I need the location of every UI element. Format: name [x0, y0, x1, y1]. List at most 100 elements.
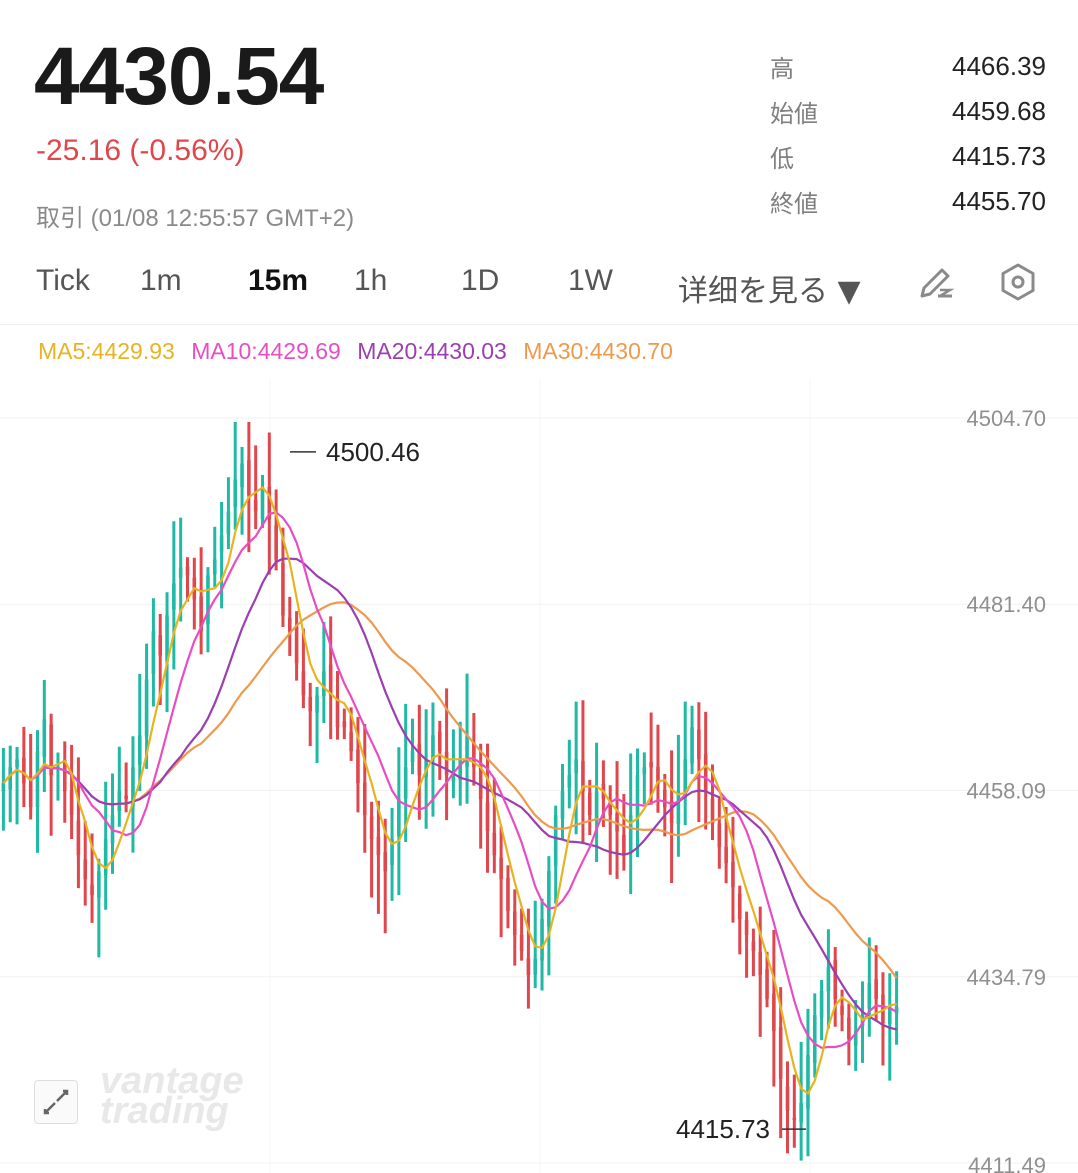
candle-body [840, 1005, 844, 1016]
candle-body [294, 626, 299, 664]
y-tick-label: 4458.09 [966, 779, 1046, 804]
candle-body [772, 993, 776, 1032]
timeframe-tabs: Tick 1m 15m 1h 1D 1W 详细を見る ▼ [0, 256, 1078, 316]
candle-body [383, 852, 388, 872]
candle-body [676, 791, 681, 825]
more-details-dropdown[interactable]: 详细を見る ▼ [678, 274, 861, 309]
candle-body [826, 967, 831, 992]
candle-body [649, 762, 653, 768]
candle-body [22, 757, 26, 784]
candle-body [642, 767, 647, 775]
ohlc-label: 高 [770, 55, 794, 83]
candle-body [247, 460, 251, 496]
current-price: 4430.54 [34, 31, 324, 122]
candle-body [260, 487, 265, 519]
y-tick-label: 4411.49 [968, 1153, 1046, 1173]
ohlc-value: 4466.39 [952, 51, 1046, 81]
candlestick-chart[interactable]: 4504.70 4481.40 4458.09 4434.79 4411.49 4500.… [0, 380, 1078, 1173]
tab-tick[interactable]: Tick [36, 264, 90, 297]
candle-body [42, 719, 47, 757]
candle-body [506, 878, 510, 912]
draw-pencil-icon[interactable] [916, 262, 956, 302]
candle-body [410, 751, 415, 763]
candle-body [328, 664, 333, 696]
candle-body [69, 790, 74, 816]
candle-body [881, 994, 885, 1024]
y-tick-label: 4434.79 [966, 965, 1046, 990]
ohlc-low: 低 4415.73 [770, 134, 1046, 179]
candle-body [62, 759, 67, 792]
candle-body [287, 617, 292, 632]
candle-body [233, 479, 238, 507]
ohlc-label: 低 [770, 145, 794, 173]
candle-body [137, 735, 142, 765]
candle-body [124, 795, 128, 800]
candle-body [158, 635, 163, 656]
ohlc-label: 終値 [770, 190, 818, 218]
candle-body [778, 1027, 783, 1079]
ma-legend: MA5:4429.93 MA10:4429.69 MA20:4430.03 MA… [38, 338, 683, 365]
candle-body [853, 1031, 858, 1046]
y-tick-label: 4504.70 [966, 406, 1046, 431]
ohlc-high: 高 4466.39 [770, 44, 1046, 89]
candle-body [526, 958, 531, 976]
candle-body [117, 791, 122, 812]
tab-1h[interactable]: 1h [354, 264, 388, 297]
candle-body [15, 759, 19, 768]
candle-body [458, 759, 463, 781]
price-change: -25.16 (-0.56%) [36, 134, 245, 167]
ohlc-label: 始値 [770, 100, 818, 128]
candle-body [83, 859, 88, 880]
tab-15m[interactable]: 15m [248, 264, 309, 297]
ohlc-close: 終値 4455.70 [770, 179, 1046, 224]
candle-body [799, 1102, 803, 1123]
candle-body [165, 615, 169, 662]
tab-1d[interactable]: 1D [461, 264, 500, 297]
candle-body [547, 871, 551, 927]
settings-hexagon-icon[interactable] [998, 262, 1038, 302]
ma20-label: MA20:4430.03 [357, 338, 507, 364]
y-tick-label: 4481.40 [966, 592, 1046, 617]
candle-body [185, 566, 190, 576]
candle-body [335, 699, 340, 728]
candle-body [485, 802, 490, 832]
candle-body [444, 751, 449, 776]
candle-body [301, 671, 306, 696]
trade-timestamp: 取引 (01/08 12:55:57 GMT+2) [36, 205, 355, 232]
expand-button[interactable] [34, 1080, 78, 1124]
candle-body [465, 735, 469, 767]
candle-body [492, 832, 497, 856]
candle-body [724, 846, 728, 864]
candle-body [8, 767, 13, 790]
tab-1w[interactable]: 1W [568, 264, 613, 297]
candle-body [533, 959, 538, 975]
candle-body [151, 631, 156, 674]
ma20-line [2, 557, 897, 1031]
ma5-line [2, 486, 897, 1096]
tab-1m[interactable]: 1m [140, 264, 182, 297]
candle-body [560, 791, 565, 819]
candle-body [199, 596, 203, 632]
candle-body [717, 823, 722, 848]
candle-body [669, 800, 674, 824]
candle-body [369, 816, 374, 840]
candle-body [281, 562, 285, 616]
candle-body [172, 583, 176, 610]
candle-body [567, 775, 572, 788]
candle-body [540, 919, 544, 961]
candle-body [785, 1086, 790, 1111]
candle-body [683, 759, 688, 798]
candle-body [894, 1007, 899, 1014]
candle-body [519, 934, 524, 952]
candle-body [35, 751, 40, 808]
candle-body [615, 813, 619, 832]
ohlc-open: 始値 4459.68 [770, 89, 1046, 134]
candle-body [226, 511, 231, 535]
candle-body [206, 575, 210, 625]
candle-body [397, 799, 401, 836]
candle-body [478, 764, 483, 800]
candle-body [703, 754, 708, 792]
candle-body [697, 729, 701, 760]
candle-body [144, 679, 149, 737]
candle-body [731, 861, 735, 888]
